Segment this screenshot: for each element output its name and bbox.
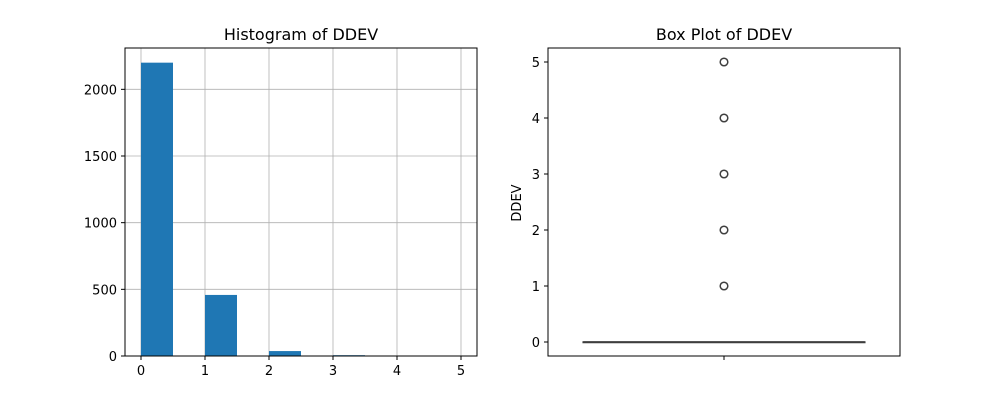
boxplot-outlier-point — [719, 281, 729, 291]
boxplot-y-tick-label: 2 — [532, 224, 540, 239]
histogram-frame — [124, 47, 478, 357]
boxplot-outlier-point — [719, 113, 729, 123]
histogram-grid — [125, 48, 477, 357]
histogram-x-tick-label: 5 — [457, 364, 465, 379]
boxplot-panel: 0 1 2 3 4 5 Box Plot of DDEV DDEV — [510, 25, 901, 360]
boxplot-marks — [582, 57, 866, 344]
histogram-y-tick-label: 2000 — [84, 83, 117, 98]
histogram-y-tick-label: 0 — [109, 350, 117, 365]
histogram-bar — [269, 351, 301, 356]
histogram-x-ticks: 0 1 2 3 4 5 — [137, 356, 465, 379]
boxplot-outlier-point — [719, 57, 729, 67]
boxplot-outlier-point — [719, 225, 729, 235]
histogram-y-tick-label: 500 — [92, 283, 117, 298]
boxplot-y-axis-label: DDEV — [510, 184, 525, 221]
histogram-panel: 0 1 2 3 4 5 0 500 1000 1500 2000 Histogram of DDE… — [84, 25, 478, 379]
histogram-y-tick-label: 1500 — [84, 150, 117, 165]
histogram-y-tick-label: 1000 — [84, 217, 117, 232]
histogram-x-tick-label: 4 — [393, 364, 401, 379]
boxplot-y-tick-label: 1 — [532, 280, 540, 295]
histogram-y-ticks: 0 500 1000 1500 2000 — [84, 83, 125, 365]
histogram-bar — [205, 294, 237, 356]
histogram-bars — [141, 62, 461, 357]
boxplot-y-tick-label: 0 — [532, 336, 540, 351]
histogram-x-tick-label: 0 — [137, 364, 145, 379]
boxplot-y-tick-label: 5 — [532, 56, 540, 71]
histogram-x-tick-label: 1 — [201, 364, 209, 379]
histogram-title: Histogram of DDEV — [224, 25, 378, 44]
histogram-x-tick-label: 2 — [265, 364, 273, 379]
boxplot-y-tick-label: 4 — [532, 112, 540, 127]
boxplot-title: Box Plot of DDEV — [656, 25, 792, 44]
histogram-x-tick-label: 3 — [329, 364, 337, 379]
boxplot-y-tick-label: 3 — [532, 168, 540, 183]
boxplot-y-ticks: 0 1 2 3 4 5 — [532, 56, 548, 351]
boxplot-outlier-point — [719, 169, 729, 179]
histogram-bar — [141, 62, 173, 357]
